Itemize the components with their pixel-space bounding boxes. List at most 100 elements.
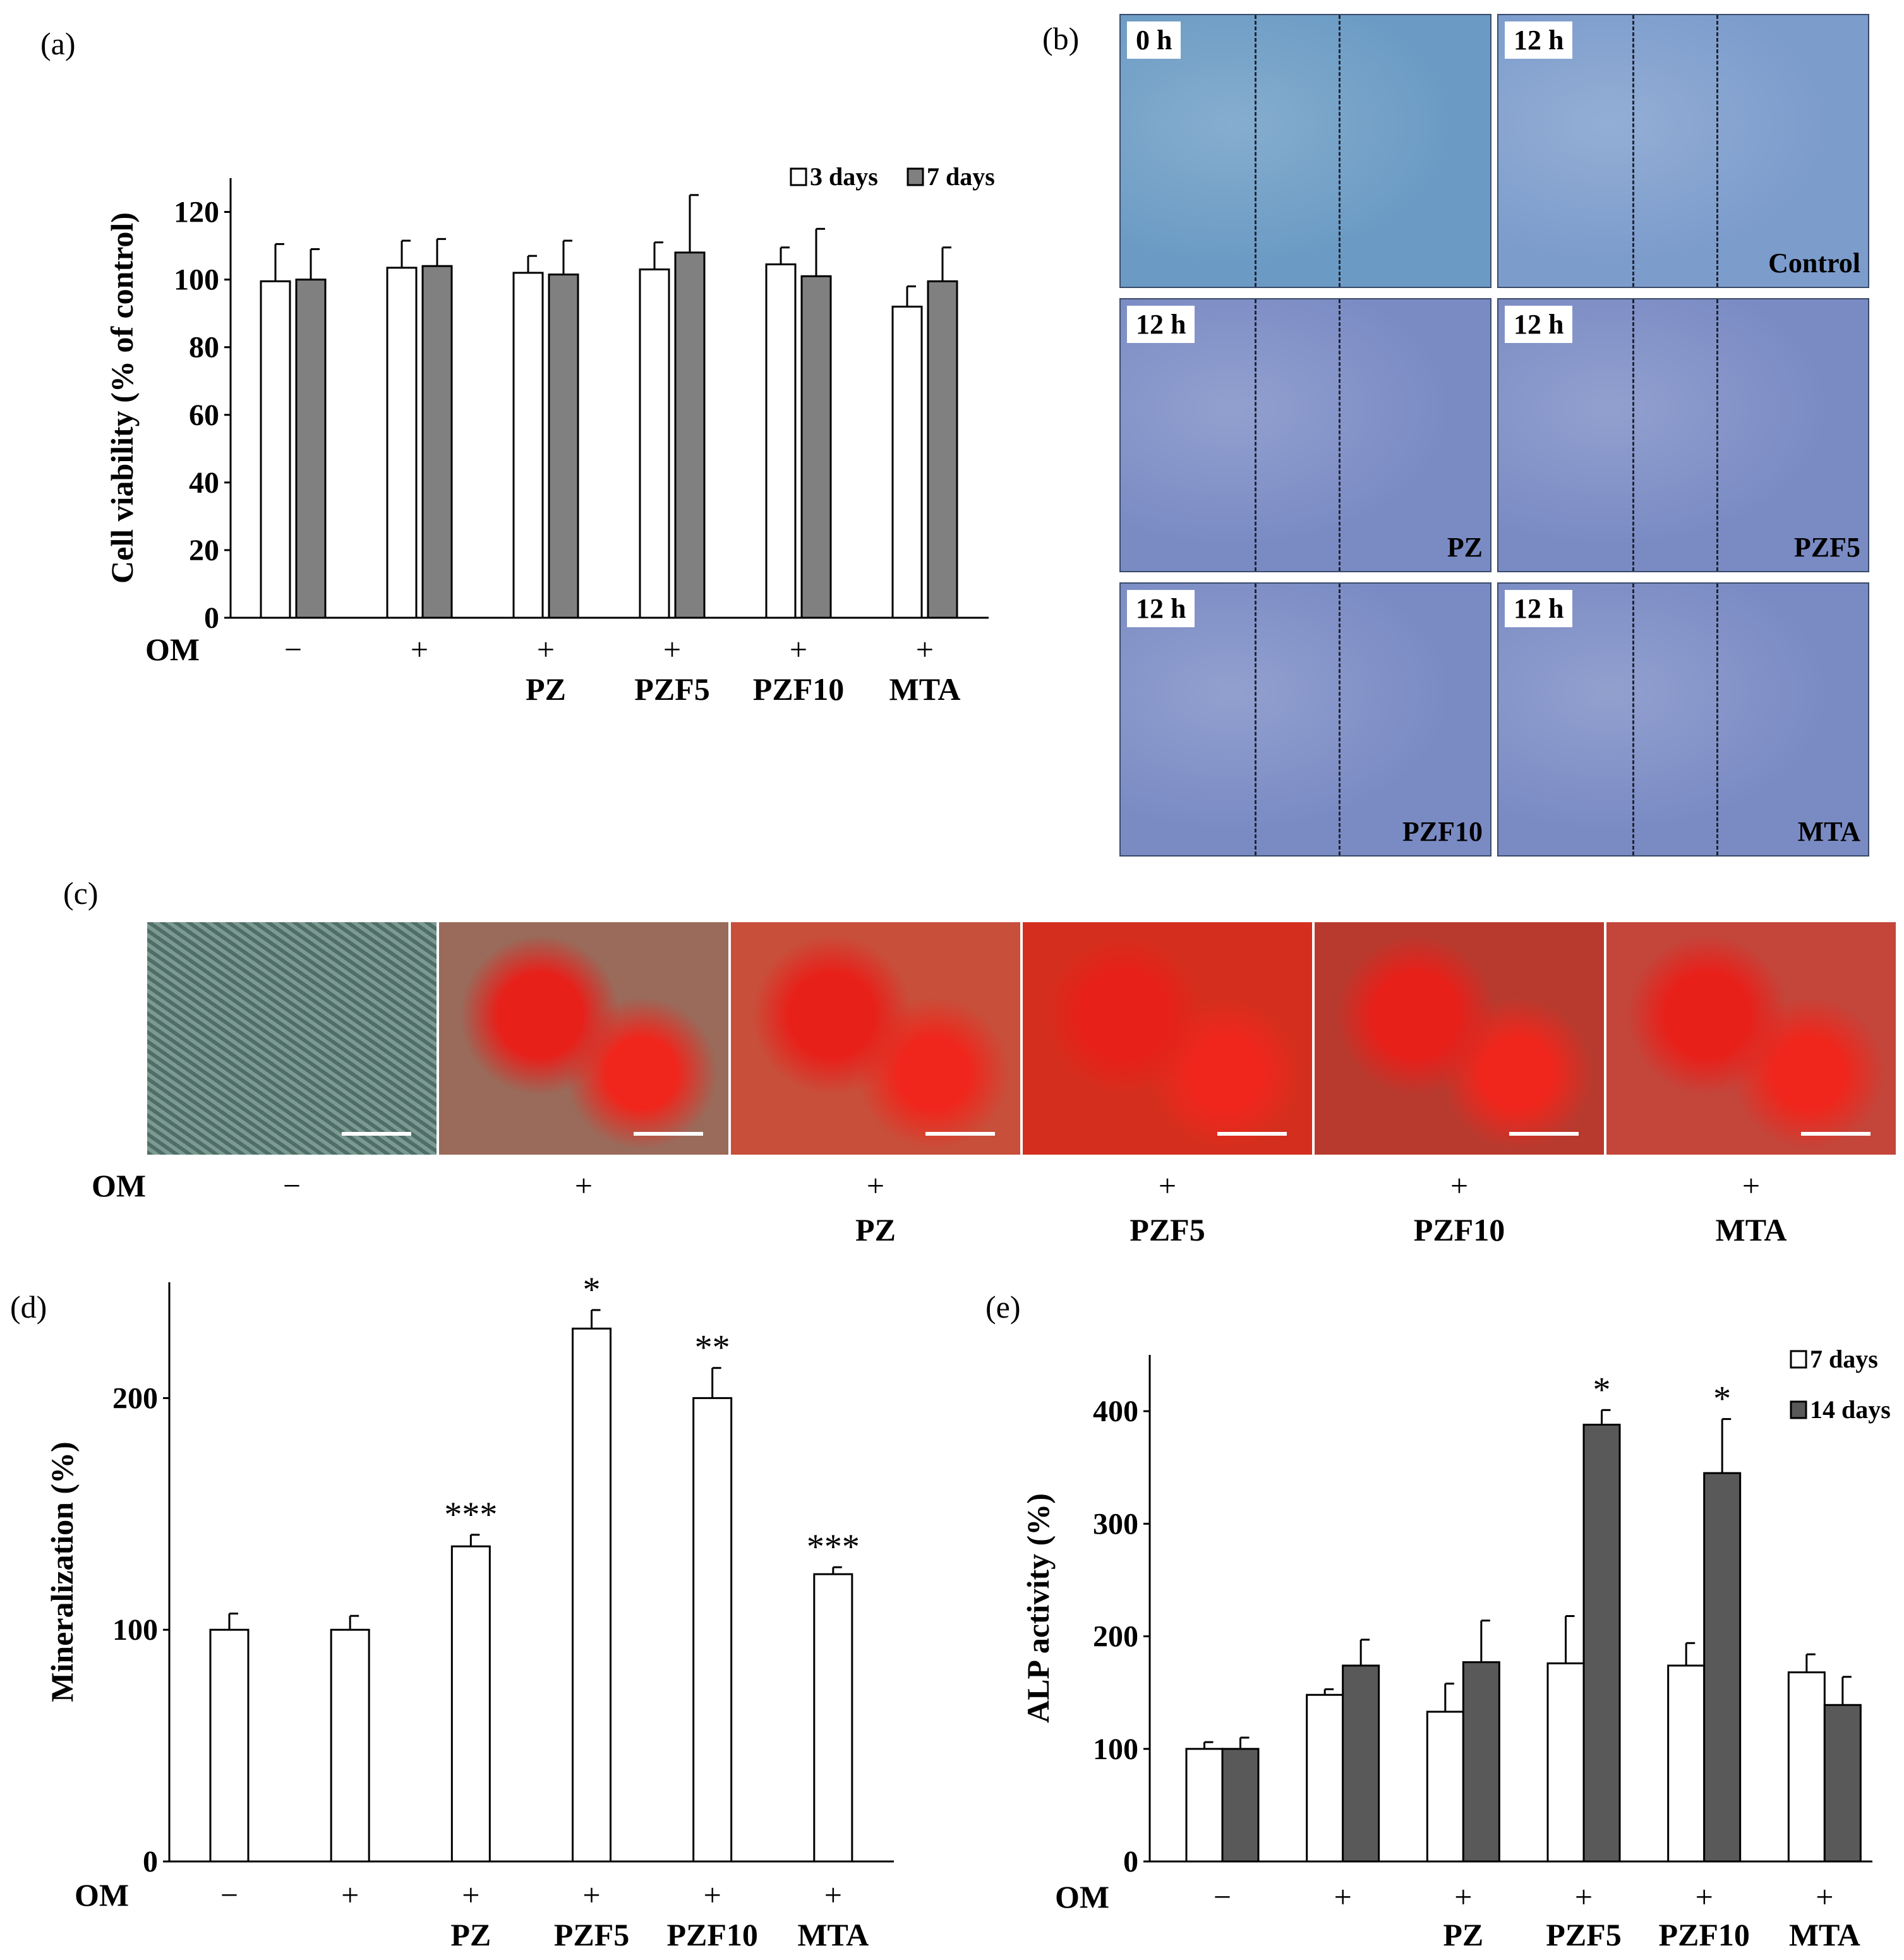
om-sign-label: −: [282, 1168, 301, 1203]
bar-7-days: [1426, 1710, 1464, 1863]
om-sign-label: +: [574, 1168, 593, 1203]
category-label: PZF10: [666, 1917, 757, 1952]
bar-7-days: [1546, 1662, 1585, 1863]
category-label: MTA: [1789, 1917, 1860, 1952]
bar-14-days: [1342, 1664, 1380, 1863]
bar-3-days: [639, 268, 670, 619]
scale-bar: [1801, 1132, 1871, 1136]
bar-3-days: [512, 272, 544, 619]
y-tick-label: 40: [189, 466, 219, 500]
bar-3-days: [260, 280, 291, 619]
om-sign-label: +: [1454, 1879, 1472, 1915]
legend-swatch: [907, 167, 924, 186]
wound-micrograph: 12 h PZ: [1119, 298, 1491, 572]
time-label: 12 h: [1127, 590, 1195, 627]
panel-letter-c: (c): [63, 875, 99, 911]
y-tick-label: 300: [1093, 1507, 1138, 1541]
staining-micrograph: [439, 922, 728, 1155]
staining-micrograph: [731, 922, 1020, 1155]
treatment-label: MTA: [1715, 1212, 1787, 1248]
om-label: OM: [145, 632, 200, 667]
scratch-boundary-line: [1632, 15, 1634, 287]
scratch-boundary-line: [1632, 299, 1634, 571]
legend-label: 7 days: [927, 162, 995, 191]
time-label: 12 h: [1505, 21, 1573, 59]
om-sign-label: −: [220, 1877, 238, 1913]
category-label: PZF10: [753, 671, 844, 707]
treatment-label: PZ: [1447, 532, 1483, 563]
om-sign-label: +: [537, 632, 555, 667]
panel-letter-e: (e): [985, 1289, 1021, 1325]
category-label: PZ: [450, 1917, 491, 1952]
bar-7-days: [1667, 1664, 1706, 1863]
scratch-boundary-line: [1255, 299, 1256, 571]
staining-micrograph: [1023, 922, 1312, 1155]
om-sign-label: +: [1158, 1168, 1177, 1203]
om-sign-label: +: [1742, 1168, 1761, 1203]
bar-7-days: [421, 265, 453, 619]
om-sign-label: −: [1214, 1879, 1231, 1915]
category-label: MTA: [797, 1917, 869, 1952]
bar-value: [330, 1628, 370, 1863]
staining-om-label: OM: [92, 1168, 147, 1203]
category-label: PZF10: [1658, 1917, 1749, 1952]
wound-micrograph: 12 h MTA: [1497, 582, 1869, 857]
wound-micrograph: 12 h PZF5: [1497, 298, 1869, 572]
bar-7-days: [548, 274, 579, 619]
om-sign-label: +: [1450, 1168, 1469, 1203]
significance-annotation: ***: [807, 1527, 860, 1566]
om-sign-label: +: [824, 1877, 842, 1913]
treatment-label: PZF10: [1413, 1212, 1505, 1248]
om-sign-label: +: [341, 1877, 359, 1913]
scale-bar: [1509, 1132, 1579, 1136]
y-tick-label: 20: [189, 534, 219, 567]
treatment-label: PZF10: [1402, 816, 1483, 847]
om-sign-label: +: [916, 632, 934, 667]
y-tick-label: 0: [204, 601, 219, 635]
treatment-label: PZ: [855, 1212, 896, 1248]
bar-14-days: [1582, 1423, 1621, 1863]
bar-14-days: [1462, 1661, 1500, 1863]
category-label: PZF5: [554, 1917, 629, 1952]
bar-7-days: [295, 279, 327, 619]
category-label: PZ: [526, 671, 566, 707]
scale-bar: [925, 1132, 995, 1136]
treatment-label: PZF5: [1130, 1212, 1205, 1248]
scratch-boundary-line: [1716, 15, 1718, 287]
scratch-boundary-line: [1339, 584, 1341, 855]
y-tick-label: 100: [112, 1613, 158, 1647]
significance-annotation: *: [1593, 1370, 1611, 1409]
time-label: 12 h: [1127, 306, 1195, 343]
om-sign-label: +: [866, 1168, 885, 1203]
scratch-boundary-line: [1632, 584, 1634, 855]
y-axis-label: Mineralization (%): [44, 1441, 80, 1702]
panel-letter-a: (a): [40, 26, 76, 61]
staining-micrograph: [147, 922, 437, 1155]
legend-label: 7 days: [1810, 1345, 1878, 1373]
category-label: PZF5: [634, 671, 709, 707]
y-tick-label: 0: [1123, 1845, 1138, 1879]
treatment-label: PZF5: [1793, 532, 1860, 563]
staining-micrograph: [1606, 922, 1896, 1155]
y-tick-label: 100: [174, 263, 219, 297]
bar-3-days: [891, 305, 923, 619]
y-tick-label: 200: [112, 1381, 158, 1415]
bar-7-days: [800, 275, 832, 619]
bar-value: [450, 1545, 491, 1863]
bar-7-days: [674, 251, 706, 619]
bar-7-days: [1185, 1748, 1224, 1863]
y-axis-label: ALP activity (%): [1020, 1493, 1056, 1723]
legend-swatch: [1790, 1350, 1807, 1369]
y-axis-label: Cell viability (% of control): [104, 212, 140, 584]
scratch-boundary-line: [1255, 15, 1256, 287]
cell-viability-chart: 0 20 40 60 80 100 120 Cell viability (% of cont…: [104, 162, 995, 707]
staining-micrograph: [1315, 922, 1604, 1155]
scratch-boundary-line: [1339, 15, 1341, 287]
y-tick-label: 200: [1093, 1620, 1138, 1654]
category-label: PZF5: [1546, 1917, 1621, 1952]
om-sign-label: +: [582, 1877, 600, 1913]
om-label: OM: [1055, 1879, 1109, 1915]
wound-micrograph: 0 h: [1119, 14, 1491, 288]
om-sign-label: +: [1816, 1879, 1833, 1915]
scratch-boundary-line: [1716, 584, 1718, 855]
